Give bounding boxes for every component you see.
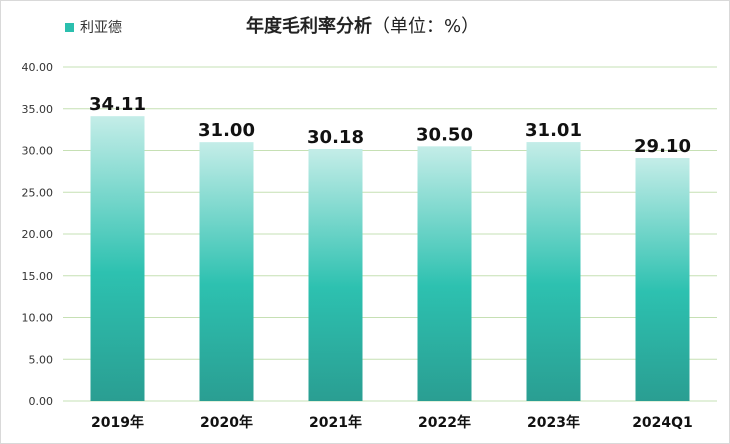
- x-category-label: 2024Q1: [632, 415, 693, 431]
- y-tick-label: 15.00: [22, 270, 54, 283]
- bar: [308, 148, 363, 401]
- x-axis-categories: 2019年 2020年 2021年 2022年 2023年 2024Q1: [91, 414, 693, 431]
- bar: [199, 142, 254, 401]
- bars: [90, 116, 690, 401]
- bar: [417, 146, 472, 401]
- x-category-label: 2022年: [418, 414, 471, 431]
- y-tick-label: 0.00: [29, 395, 54, 408]
- bar: [90, 116, 145, 401]
- y-tick-label: 5.00: [29, 353, 54, 366]
- chart-unit: （单位：%）: [372, 16, 480, 37]
- y-tick-label: 30.00: [22, 145, 54, 158]
- chart-title: 年度毛利率分析: [246, 16, 372, 37]
- data-label: 34.11: [89, 94, 146, 115]
- data-label: 31.00: [198, 120, 255, 141]
- y-tick-label: 25.00: [22, 186, 54, 199]
- grid-layer: [63, 66, 717, 402]
- data-label: 30.18: [307, 127, 364, 148]
- y-tick-label: 20.00: [22, 228, 54, 241]
- y-tick-label: 35.00: [22, 103, 54, 116]
- data-label: 30.50: [416, 124, 473, 145]
- data-label: 29.10: [634, 136, 691, 157]
- x-category-label: 2019年: [91, 414, 144, 431]
- data-label: 31.01: [525, 120, 582, 141]
- y-tick-label: 10.00: [22, 312, 54, 325]
- legend-label: 利亚德: [80, 20, 122, 36]
- legend-swatch: [65, 22, 74, 32]
- y-tick-label: 40.00: [22, 61, 54, 74]
- bar: [526, 142, 581, 401]
- x-category-label: 2023年: [527, 414, 580, 431]
- x-category-label: 2021年: [309, 414, 362, 431]
- legend: 利亚德: [65, 17, 122, 37]
- data-labels: 34.11 31.00 30.18 30.50 31.01 29.10: [89, 94, 691, 157]
- x-category-label: 2020年: [200, 414, 253, 431]
- y-axis-ticks: 0.00 5.00 10.00 15.00 20.00 25.00 30.00 35.00 40…: [22, 61, 54, 408]
- bar: [635, 158, 690, 401]
- chart-title-wrap: 年度毛利率分析（单位：%）: [246, 12, 479, 38]
